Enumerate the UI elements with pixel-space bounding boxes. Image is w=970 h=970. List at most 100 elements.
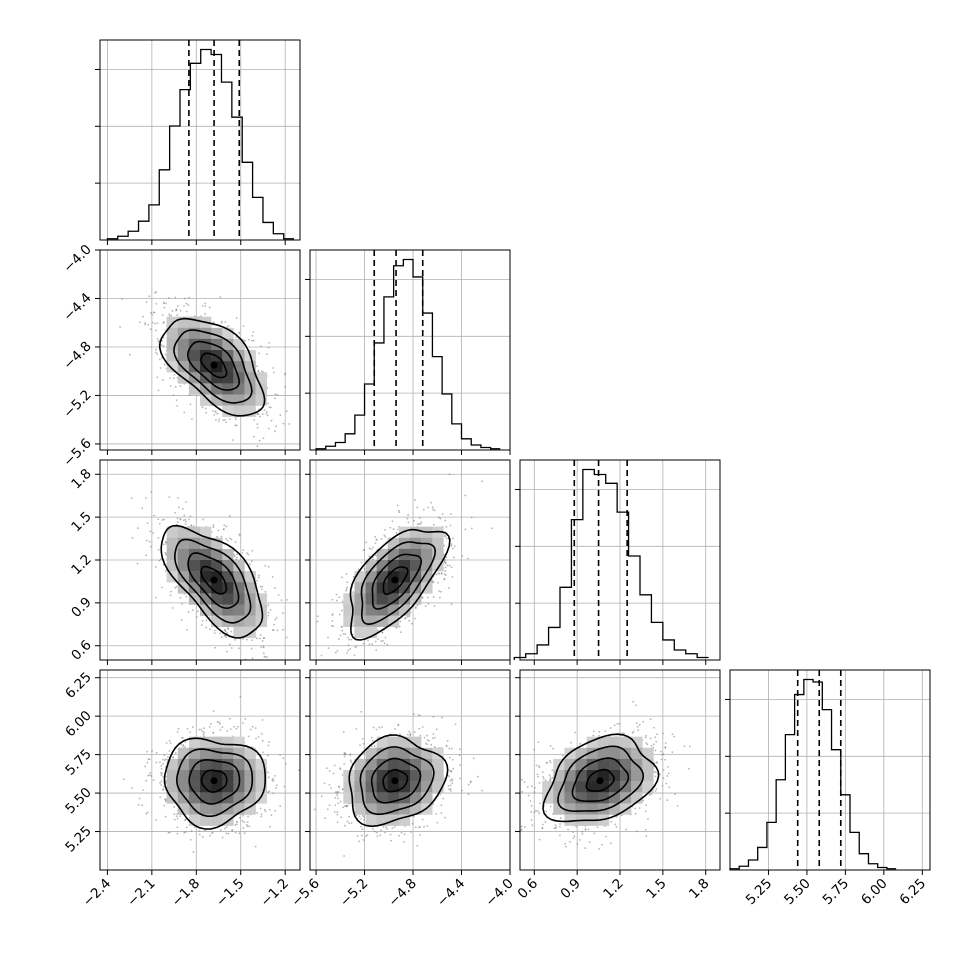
sample-point xyxy=(530,785,533,788)
sample-point xyxy=(665,782,668,785)
sample-point xyxy=(313,808,316,811)
sample-point xyxy=(257,576,260,579)
sample-point xyxy=(205,626,208,629)
sample-point xyxy=(234,424,237,427)
sample-point xyxy=(248,338,250,341)
density-layer xyxy=(130,490,288,660)
sample-point xyxy=(217,420,220,423)
sample-point xyxy=(183,305,185,307)
sample-point xyxy=(218,418,221,421)
sample-point xyxy=(269,406,272,409)
sample-point xyxy=(337,802,339,805)
sample-point xyxy=(363,568,366,570)
sample-point xyxy=(381,726,383,729)
sample-point xyxy=(578,839,581,841)
density-cell xyxy=(255,593,267,605)
sample-point xyxy=(213,413,216,416)
contour-line xyxy=(382,768,409,793)
sample-point xyxy=(370,736,373,739)
sample-point xyxy=(448,564,451,567)
sample-point xyxy=(451,576,454,578)
density-cell xyxy=(642,770,654,782)
sample-point xyxy=(169,384,172,387)
sample-point xyxy=(662,752,665,755)
density-cell xyxy=(365,560,377,572)
sample-point xyxy=(551,776,554,779)
y-tick-label: −5.6 xyxy=(60,435,94,469)
density-cell xyxy=(188,361,201,373)
sample-point xyxy=(138,321,141,324)
density-peak xyxy=(391,576,399,584)
density-peak xyxy=(391,777,399,785)
sample-point xyxy=(559,825,561,828)
sample-point xyxy=(382,639,384,642)
density-cell xyxy=(398,814,411,826)
sample-point xyxy=(333,811,336,813)
sample-point xyxy=(339,634,342,637)
x-tick-label: 6.00 xyxy=(858,876,891,909)
density-cell xyxy=(233,626,245,639)
histogram-panel-3: 5.25 5.50 5.75 6.00 6.25 xyxy=(725,669,931,909)
sample-point xyxy=(145,779,148,782)
sample-point xyxy=(375,554,377,557)
sample-point xyxy=(252,339,255,342)
density-cell xyxy=(387,781,400,793)
sample-point xyxy=(542,778,545,780)
sample-point xyxy=(242,549,245,552)
sample-point xyxy=(340,625,343,628)
sample-point xyxy=(184,518,187,521)
sample-point xyxy=(261,751,264,754)
sample-point xyxy=(234,416,237,419)
contour-line xyxy=(360,541,437,626)
sample-point xyxy=(419,714,422,717)
sample-point xyxy=(172,756,175,759)
density-cell xyxy=(354,604,366,616)
sample-point xyxy=(530,804,533,807)
density-cell xyxy=(200,383,212,395)
sample-point xyxy=(274,397,276,400)
sample-point xyxy=(454,723,457,726)
sample-point xyxy=(274,430,276,433)
sample-point xyxy=(569,840,571,843)
sample-point xyxy=(549,761,552,764)
density-cell xyxy=(255,781,267,793)
sample-point xyxy=(459,777,461,780)
sample-point xyxy=(184,819,186,821)
sample-point xyxy=(664,746,667,749)
density-cell xyxy=(410,770,422,782)
x-tick-label: −4.4 xyxy=(434,876,468,910)
sample-point xyxy=(248,825,251,828)
sample-point xyxy=(163,543,165,546)
sample-point xyxy=(535,810,537,812)
sample-point xyxy=(537,741,540,744)
sample-point xyxy=(355,814,358,817)
density-cell xyxy=(432,781,444,793)
sample-point xyxy=(652,743,655,746)
density-cell xyxy=(166,770,179,782)
sample-point xyxy=(188,296,190,299)
density-cell xyxy=(642,747,654,760)
density-cell xyxy=(222,571,234,583)
sample-point xyxy=(360,561,363,564)
sample-point xyxy=(570,741,572,744)
density-cell xyxy=(410,747,422,760)
sample-point xyxy=(335,593,338,596)
sample-point xyxy=(167,296,170,299)
density-cell xyxy=(586,792,599,804)
density-cell xyxy=(211,537,223,550)
sample-point xyxy=(253,419,255,421)
panel-background xyxy=(310,250,510,450)
sample-point xyxy=(168,831,171,834)
sample-point xyxy=(165,742,168,744)
density-cell xyxy=(387,770,400,782)
sample-point xyxy=(162,762,165,765)
sample-point xyxy=(176,314,179,316)
density-cell xyxy=(177,316,190,329)
sample-point xyxy=(213,632,216,635)
sample-point xyxy=(235,558,238,561)
sample-point xyxy=(190,524,192,527)
density-cell xyxy=(432,537,444,550)
sample-point xyxy=(432,596,435,599)
sample-point xyxy=(156,322,159,325)
sample-point xyxy=(515,794,517,796)
